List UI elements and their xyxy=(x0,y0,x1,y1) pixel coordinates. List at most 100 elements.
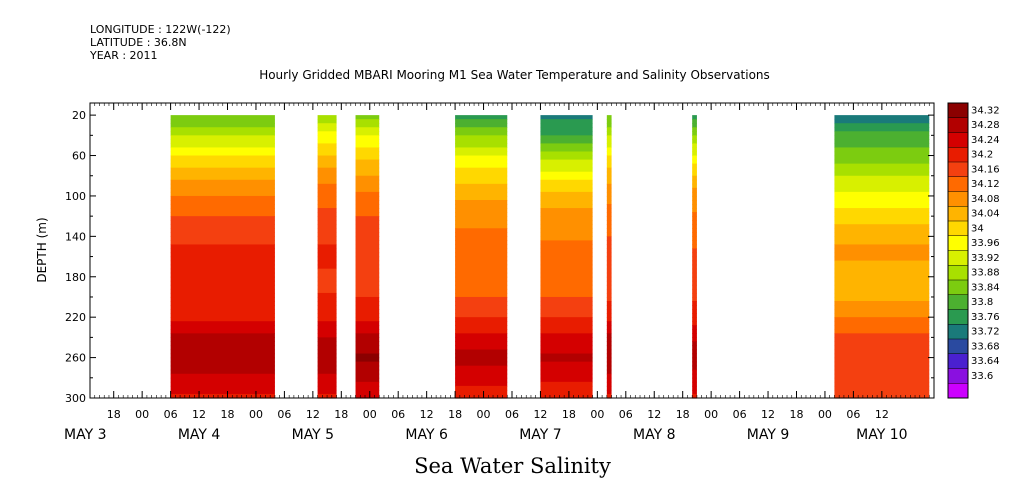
heatmap-cell xyxy=(355,268,380,274)
heatmap-cell xyxy=(540,301,593,306)
heatmap-cell xyxy=(317,296,337,302)
heatmap-cell xyxy=(606,143,612,149)
heatmap-cell xyxy=(606,244,612,250)
heatmap-cell xyxy=(692,208,697,213)
heatmap-cell xyxy=(834,349,930,355)
heatmap-cell xyxy=(317,216,337,221)
heatmap-cell xyxy=(355,119,380,124)
heatmap-cell xyxy=(540,131,593,136)
x-hour-label: 00 xyxy=(135,408,149,421)
heatmap-cell xyxy=(834,369,930,375)
heatmap-cell xyxy=(355,377,380,383)
x-hour-label: 06 xyxy=(733,408,747,421)
heatmap-cell xyxy=(170,171,275,177)
heatmap-cell xyxy=(355,232,380,237)
heatmap-cell xyxy=(317,329,337,334)
heatmap-cell xyxy=(170,361,275,367)
heatmap-cell xyxy=(692,175,697,181)
heatmap-cell xyxy=(455,240,508,246)
colorbar-label: 33.92 xyxy=(971,253,1000,264)
heatmap-cell xyxy=(355,345,380,351)
colorbar-swatch xyxy=(948,235,968,251)
heatmap-cell xyxy=(170,301,275,306)
y-tick-label: 60 xyxy=(72,150,86,163)
heatmap-cell xyxy=(606,305,612,310)
heatmap-cell xyxy=(692,212,697,217)
heatmap-cell xyxy=(170,155,275,161)
x-hour-label: 06 xyxy=(619,408,633,421)
heatmap-cell xyxy=(606,345,612,351)
heatmap-cell xyxy=(606,365,612,371)
heatmap-cell xyxy=(692,280,697,286)
heatmap-cell xyxy=(834,260,930,266)
heatmap-cell xyxy=(455,236,508,241)
heatmap-cell xyxy=(455,115,508,120)
heatmap-cell xyxy=(455,345,508,351)
heatmap-cell xyxy=(540,228,593,233)
heatmap-cell xyxy=(455,309,508,314)
heatmap-cell xyxy=(834,228,930,233)
heatmap-cell xyxy=(606,268,612,274)
heatmap-cell xyxy=(540,151,593,157)
heatmap-cell xyxy=(455,131,508,136)
colorbar-swatch xyxy=(948,265,968,281)
heatmap-cell xyxy=(170,317,275,322)
x-hour-label: 18 xyxy=(221,408,235,421)
heatmap-cell xyxy=(170,373,275,379)
heatmap-cell xyxy=(455,143,508,149)
heatmap-cell xyxy=(606,373,612,379)
heatmap-cell xyxy=(540,123,593,128)
heatmap-cell xyxy=(540,329,593,334)
heatmap-cell xyxy=(170,143,275,149)
heatmap-cell xyxy=(317,139,337,145)
chart-title: Hourly Gridded MBARI Mooring M1 Sea Wate… xyxy=(259,68,770,82)
heatmap-cell xyxy=(317,357,337,363)
heatmap-cell xyxy=(834,301,930,306)
heatmap-cell xyxy=(834,195,930,201)
heatmap-cell xyxy=(170,248,275,254)
heatmap-cell xyxy=(355,187,380,193)
heatmap-cell xyxy=(455,288,508,294)
heatmap-cell xyxy=(317,321,337,326)
heatmap-cell xyxy=(355,309,380,314)
heatmap-cell xyxy=(834,216,930,221)
heatmap-cell xyxy=(606,361,612,367)
heatmap-cell xyxy=(834,127,930,132)
heatmap-cell xyxy=(170,135,275,140)
heatmap-cell xyxy=(355,353,380,359)
heatmap-cell xyxy=(455,224,508,229)
heatmap-cell xyxy=(692,191,697,197)
heatmap-cell xyxy=(170,131,275,136)
heatmap-cell xyxy=(834,292,930,298)
heatmap-cell xyxy=(355,325,380,330)
heatmap-cell xyxy=(834,333,930,338)
heatmap-cell xyxy=(692,345,697,351)
heatmap-cell xyxy=(317,317,337,322)
heatmap-cell xyxy=(540,224,593,229)
heatmap-cell xyxy=(692,288,697,294)
heatmap-cell xyxy=(692,167,697,173)
heatmap-cell xyxy=(692,220,697,225)
heatmap-cell xyxy=(692,309,697,314)
y-tick-label: 180 xyxy=(65,271,86,284)
heatmap-cell xyxy=(170,175,275,181)
heatmap-cell xyxy=(317,187,337,193)
data-segment xyxy=(317,115,337,399)
colorbar: 34.32 34.28 34.24 34.2 34.16 34.12 34.08 34.04 3… xyxy=(947,102,1000,399)
colorbar-swatch xyxy=(948,221,968,237)
colorbar-label: 33.6 xyxy=(971,371,993,382)
heatmap-cell xyxy=(692,139,697,145)
heatmap-cell xyxy=(317,305,337,310)
colorbar-label: 33.96 xyxy=(971,238,1000,249)
heatmap-cell xyxy=(834,244,930,250)
heatmap-cell xyxy=(692,333,697,338)
heatmap-cell xyxy=(170,187,275,193)
heatmap-cell xyxy=(355,171,380,177)
heatmap-cell xyxy=(317,228,337,233)
heatmap-cell xyxy=(834,377,930,383)
heatmap-cell xyxy=(834,155,930,161)
heatmap-cell xyxy=(606,329,612,334)
heatmap-cell xyxy=(540,191,593,197)
heatmap-cell xyxy=(455,361,508,367)
